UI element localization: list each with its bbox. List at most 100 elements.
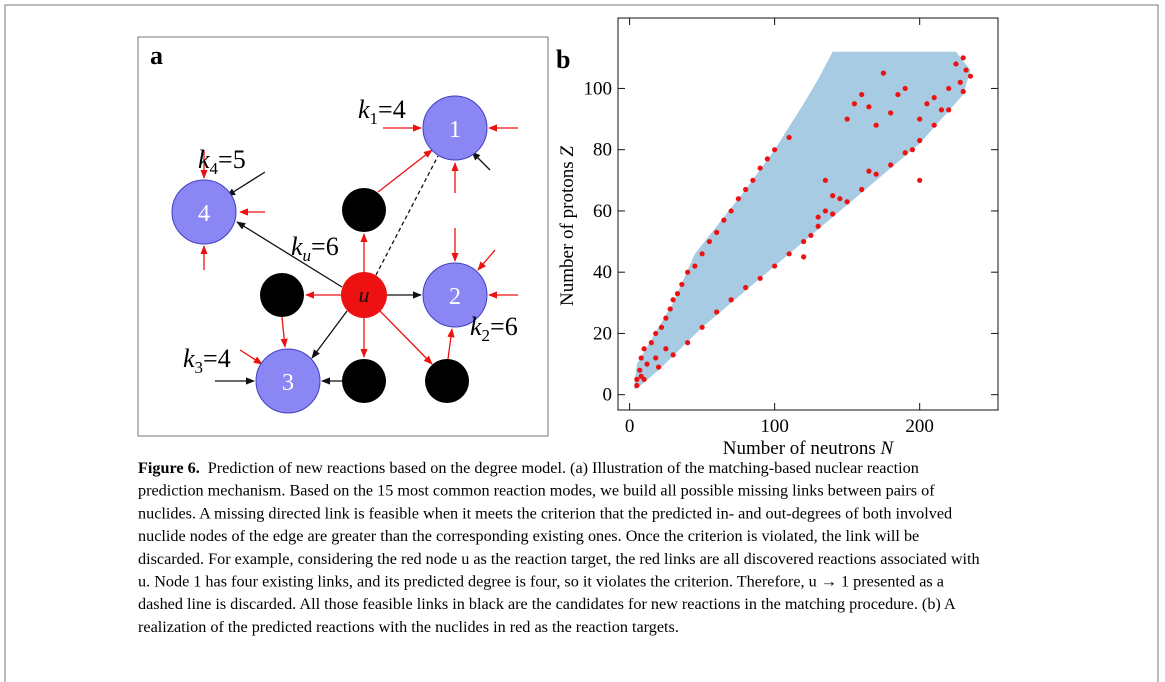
- y-tick-label: 100: [584, 78, 613, 99]
- panel-label: a: [150, 41, 163, 70]
- point: [917, 137, 923, 144]
- point: [957, 79, 963, 85]
- point: [822, 177, 829, 183]
- frame: [4, 4, 1159, 682]
- y-tick-label: 60: [593, 201, 612, 222]
- degree-base: k: [470, 312, 482, 341]
- degree-base: k: [198, 145, 210, 174]
- caption-text: prediction mechanism. Based on the 15 mo…: [138, 482, 935, 500]
- point: [658, 324, 665, 330]
- y-tick-label: 40: [593, 262, 612, 283]
- point: [663, 346, 669, 352]
- point: [772, 147, 778, 153]
- point: [830, 193, 836, 199]
- degree-label: k3=4: [183, 344, 231, 377]
- degree-sub: 4: [210, 159, 219, 178]
- point: [902, 150, 908, 156]
- point: [830, 211, 836, 217]
- point: [895, 91, 901, 98]
- x-tick-label: 0: [625, 416, 635, 437]
- point: [859, 91, 865, 98]
- point: [685, 340, 691, 346]
- point: [750, 177, 756, 183]
- y-tick-label: 20: [593, 323, 612, 344]
- caption-line: prediction mechanism. Based on the 15 mo…: [138, 482, 935, 500]
- caption-text: realization of the predicted reactions w…: [138, 618, 679, 636]
- point: [880, 70, 887, 76]
- point: [699, 251, 705, 257]
- point: [888, 110, 894, 116]
- node-label: u: [359, 282, 370, 307]
- point: [902, 85, 908, 92]
- caption-line: nuclides. A missing directed link is fea…: [138, 504, 952, 522]
- point: [667, 306, 673, 312]
- point: [670, 352, 676, 358]
- point: [938, 107, 945, 113]
- caption-line: nuclide nodes of the edge are greater th…: [138, 527, 919, 545]
- node-black: [342, 188, 386, 232]
- point: [656, 364, 662, 370]
- caption-label: Figure 6.: [138, 459, 200, 477]
- point: [888, 162, 894, 168]
- panel-label: b: [556, 45, 570, 74]
- point: [634, 382, 640, 389]
- caption-line: u. Node 1 has four existing links, and i…: [138, 573, 944, 591]
- point: [743, 186, 749, 193]
- point: [866, 104, 872, 110]
- node-u: [341, 272, 387, 318]
- panel-a: a: [137, 36, 549, 437]
- node-label: 4: [198, 201, 210, 227]
- node: [171, 179, 237, 245]
- point: [815, 214, 821, 220]
- node-label: 3: [282, 370, 294, 396]
- node: [422, 262, 488, 328]
- degree-base: k: [291, 232, 303, 261]
- point: [960, 88, 966, 95]
- degree-rest: =5: [218, 145, 246, 174]
- point: [931, 95, 937, 101]
- point: [873, 171, 879, 177]
- node-label: 2: [449, 284, 461, 310]
- point: [714, 229, 720, 235]
- point: [917, 177, 923, 183]
- x-tick-label: 200: [905, 416, 934, 437]
- degree-base: k: [183, 344, 195, 373]
- nodes: 1 2 3 4 u: [171, 95, 488, 414]
- caption-line: dashed line is discarded. All those feas…: [138, 595, 956, 613]
- point: [851, 101, 858, 107]
- point: [917, 116, 923, 122]
- point: [670, 297, 676, 303]
- y-axis-label: Number of protons Z: [557, 146, 578, 306]
- point: [634, 376, 640, 382]
- point: [721, 217, 727, 223]
- point: [844, 116, 850, 122]
- degree-sub: 3: [195, 358, 204, 377]
- y-tick-label: 0: [603, 385, 613, 406]
- point: [685, 269, 691, 275]
- caption-text: nuclides. A missing directed link is fea…: [138, 504, 952, 522]
- plot-frame: [617, 17, 999, 411]
- caption-line: Figure 6. Prediction of new reactions bas…: [138, 459, 919, 477]
- point: [644, 361, 650, 367]
- point: [772, 263, 778, 269]
- point: [706, 238, 712, 245]
- point: [963, 67, 969, 73]
- point: [866, 168, 872, 174]
- point: [873, 122, 879, 128]
- caption-line: realization of the predicted reactions w…: [138, 618, 679, 636]
- degree-label: ku=6: [291, 232, 339, 265]
- degree-rest: =4: [378, 95, 406, 124]
- caption: Figure 6. Prediction of new reactions bas…: [138, 459, 980, 636]
- node-label: 1: [449, 117, 461, 143]
- point: [859, 186, 865, 193]
- point: [653, 355, 659, 361]
- y-tick-label: 80: [593, 140, 612, 161]
- point: [743, 284, 749, 291]
- node-black: [425, 359, 469, 403]
- point: [757, 165, 763, 171]
- point: [808, 232, 814, 239]
- caption-line: discarded. For example, considering the …: [138, 550, 980, 568]
- node: [255, 348, 321, 414]
- point: [931, 122, 937, 128]
